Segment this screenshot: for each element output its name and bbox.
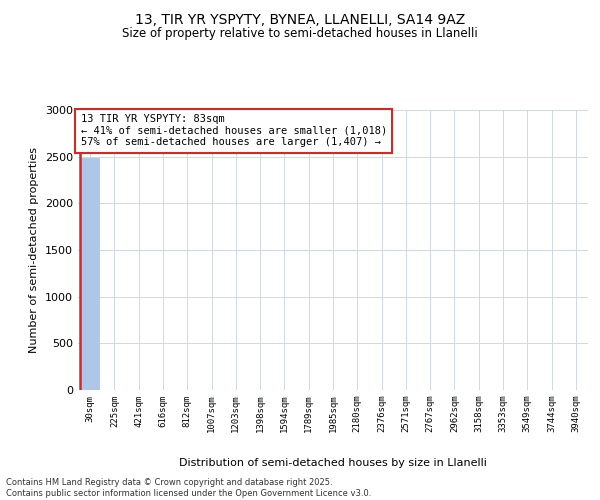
Text: Distribution of semi-detached houses by size in Llanelli: Distribution of semi-detached houses by … [179,458,487,468]
Text: 13, TIR YR YSPYTY, BYNEA, LLANELLI, SA14 9AZ: 13, TIR YR YSPYTY, BYNEA, LLANELLI, SA14… [135,12,465,26]
Bar [80,158,100,390]
Text: Contains HM Land Registry data © Crown copyright and database right 2025.
Contai: Contains HM Land Registry data © Crown c… [6,478,371,498]
Text: Size of property relative to semi-detached houses in Llanelli: Size of property relative to semi-detach… [122,28,478,40]
Y-axis label: Number of semi-detached properties: Number of semi-detached properties [29,147,40,353]
Text: 13 TIR YR YSPYTY: 83sqm
← 41% of semi-detached houses are smaller (1,018)
57% of: 13 TIR YR YSPYTY: 83sqm ← 41% of semi-de… [80,114,387,148]
